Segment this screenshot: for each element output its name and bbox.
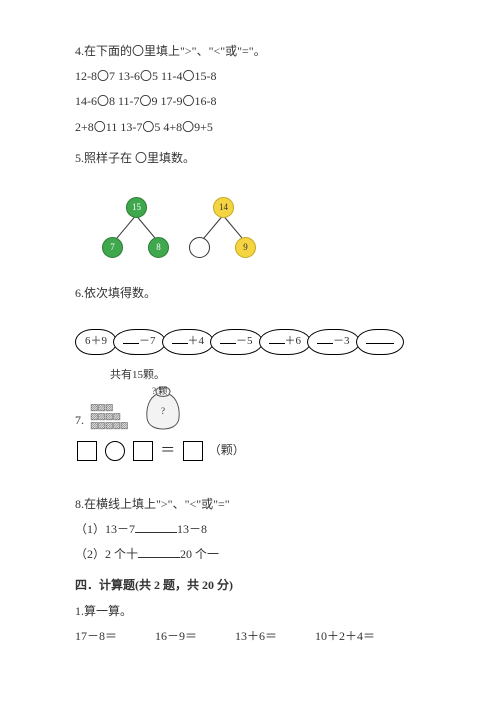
problem-7: 共有15颗。 7. ▨▨▨▨▨▨▨▨▨▨▨▨ ? 颗 ? ＝ (75, 367, 440, 463)
p4-line-2: 14-6〇8 11-7〇9 17-9〇16-8 (75, 92, 440, 111)
p8-prompt: 8.在横线上填上">"、"<"或"=" (75, 495, 440, 514)
chain-op: ＋4 (188, 335, 205, 347)
equals-sign: ＝ (160, 443, 175, 459)
section-4: 四．计算题(共 2 题，共 20 分) 1.算一算。 17－8＝ 16－9＝ 1… (75, 576, 440, 646)
p8-item-1: （1）13－7 13－8 (75, 520, 440, 539)
p7-illustration: ▨▨▨▨▨▨▨▨▨▨▨▨ ? 颗 ? (90, 386, 182, 430)
p7-index: 7. (75, 411, 84, 430)
chain-oval: －7 (113, 329, 166, 355)
p6-prompt: 6.依次填得数。 (75, 284, 440, 303)
p5-tree-diagram: 15 7 8 14 9 (85, 194, 285, 272)
tree-node-top-right: 14 (213, 197, 234, 218)
calc-item: 10＋2＋4＝ (315, 627, 375, 646)
p7-illustration-row: 7. ▨▨▨▨▨▨▨▨▨▨▨▨ ? 颗 ? (75, 386, 440, 430)
fill-blank (138, 545, 180, 558)
calc-item: 16－9＝ (155, 627, 197, 646)
p4-line-1: 12-8〇7 13-6〇5 11-4〇15-8 (75, 67, 440, 86)
answer-box (77, 441, 97, 461)
bag-label: ? 颗 (152, 384, 167, 398)
section4-p1-prompt: 1.算一算。 (75, 602, 440, 621)
section4-calc-row: 17－8＝ 16－9＝ 13＋6＝ 10＋2＋4＝ (75, 627, 440, 646)
tree-node-top-left: 15 (126, 197, 147, 218)
problem-6: 6.依次填得数。 6＋9 －7 ＋4 －5 ＋6 －3 (75, 284, 440, 355)
chain-blank (269, 334, 285, 344)
candy-pile-icon: ▨▨▨▨▨▨▨▨▨▨▨▨ (90, 403, 136, 430)
operator-circle (105, 441, 125, 461)
chain-op: 6＋9 (85, 335, 107, 347)
p8-1-left: （1）13－7 (75, 522, 135, 536)
chain-blank (317, 334, 333, 344)
p8-item-2: （2）2 个十 20 个一 (75, 545, 440, 564)
p7-unit: （颗） (209, 443, 245, 457)
chain-op: －7 (139, 335, 156, 347)
chain-oval: ＋6 (259, 329, 312, 355)
chain-oval: 6＋9 (75, 329, 117, 355)
calc-item: 13＋6＝ (235, 627, 277, 646)
p6-chain: 6＋9 －7 ＋4 －5 ＋6 －3 (75, 329, 440, 355)
chain-blank (220, 334, 236, 344)
p7-equation-boxes: ＝ （颗） (75, 438, 440, 463)
chain-oval: －3 (307, 329, 360, 355)
bag-icon: ? 颗 ? (144, 386, 182, 430)
bag-question-mark: ? (144, 404, 182, 418)
tree-node-leaf: 9 (235, 237, 256, 258)
answer-box (133, 441, 153, 461)
p4-prompt: 4.在下面的〇里填上">"、"<"或"="。 (75, 42, 440, 61)
chain-op: －3 (333, 335, 350, 347)
section-4-heading: 四．计算题(共 2 题，共 20 分) (75, 576, 440, 595)
tree-node-blank (189, 237, 210, 258)
answer-box (183, 441, 203, 461)
problem-5: 5.照样子在 〇里填数。 15 7 8 14 9 (75, 149, 440, 272)
chain-blank (123, 334, 139, 344)
p4-line-3: 2+8〇11 13-7〇5 4+8〇9+5 (75, 118, 440, 137)
p7-caption: 共有15颗。 (110, 367, 440, 385)
chain-oval (356, 329, 404, 355)
tree-node-leaf: 7 (102, 237, 123, 258)
chain-blank (172, 334, 188, 344)
problem-8: 8.在横线上填上">"、"<"或"=" （1）13－7 13－8 （2）2 个十 2… (75, 495, 440, 565)
p8-2-left: （2）2 个十 (75, 547, 138, 561)
chain-oval: －5 (210, 329, 263, 355)
p8-2-right: 20 个一 (180, 547, 219, 561)
calc-item: 17－8＝ (75, 627, 117, 646)
worksheet-page: 4.在下面的〇里填上">"、"<"或"="。 12-8〇7 13-6〇5 11-… (0, 0, 500, 682)
chain-op: －5 (236, 335, 253, 347)
p5-prompt: 5.照样子在 〇里填数。 (75, 149, 440, 168)
p8-1-right: 13－8 (177, 522, 207, 536)
fill-blank (135, 520, 177, 533)
chain-op: ＋6 (285, 335, 302, 347)
chain-blank (366, 334, 394, 344)
tree-node-leaf: 8 (148, 237, 169, 258)
chain-oval: ＋4 (162, 329, 215, 355)
problem-4: 4.在下面的〇里填上">"、"<"或"="。 12-8〇7 13-6〇5 11-… (75, 42, 440, 137)
